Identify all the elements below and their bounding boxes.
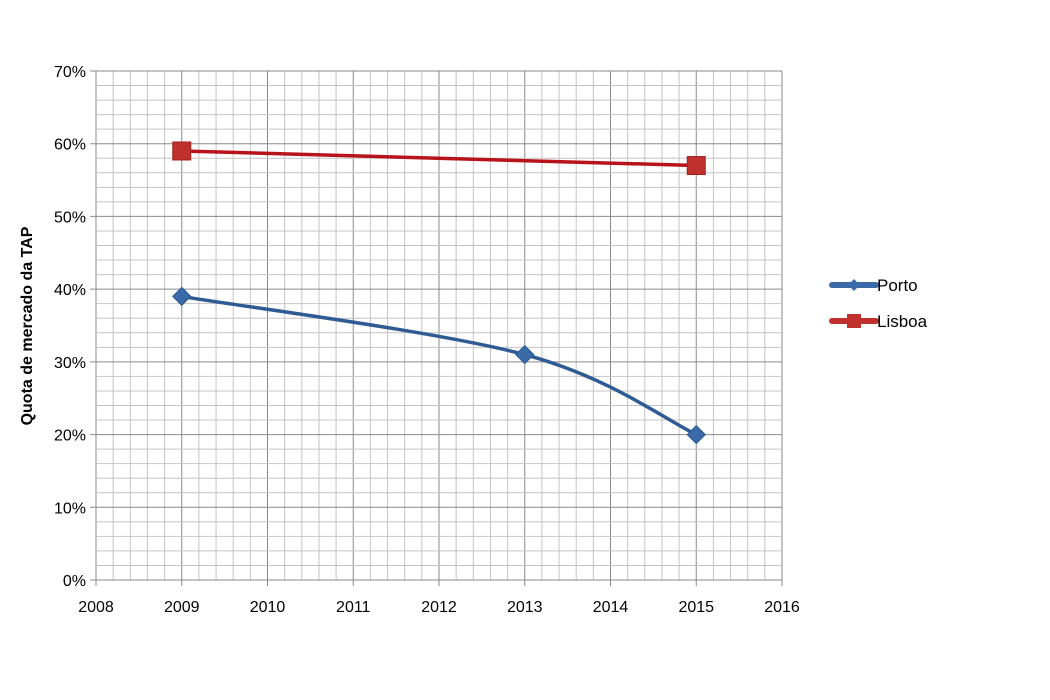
x-tick-label: 2015 (678, 599, 714, 616)
x-tick-label: 2013 (507, 599, 543, 616)
data-point-porto (515, 344, 535, 365)
data-point-lisboa (686, 156, 706, 176)
x-tick-label: 2008 (78, 599, 114, 616)
series-line-lisboa (181, 149, 697, 168)
grid (90, 70, 783, 586)
y-tick-label: 0% (63, 573, 86, 590)
y-tick-label: 30% (54, 355, 86, 372)
y-tick-label: 20% (54, 428, 86, 445)
legend-label-lisboa: Lisboa (877, 312, 928, 331)
series-layer (172, 141, 706, 445)
data-point-lisboa (172, 141, 192, 161)
series-line-porto (181, 294, 697, 437)
y-axis-label: Quota de mercado da TAP (19, 226, 36, 425)
legend: Porto Lisboa (829, 276, 928, 331)
x-tick-label: 2012 (421, 599, 457, 616)
y-tick-label: 60% (54, 137, 86, 154)
x-tick-label: 2010 (250, 599, 286, 616)
y-tick-label: 40% (54, 282, 86, 299)
y-tick-label: 10% (54, 500, 86, 517)
x-tick-label: 2009 (164, 599, 200, 616)
legend-label-porto: Porto (877, 276, 918, 295)
data-point-porto (172, 286, 192, 307)
axis-ticks: 2008 2009 2010 2011 2012 2013 2014 2015 2016 0% 10… (54, 64, 800, 616)
data-point-porto (686, 424, 706, 445)
legend-marker-lisboa (847, 314, 861, 328)
x-tick-label: 2011 (336, 599, 371, 616)
y-tick-label: 50% (54, 209, 86, 226)
y-tick-label: 70% (54, 64, 86, 81)
x-tick-label: 2014 (593, 599, 629, 616)
legend-marker-porto (848, 279, 860, 291)
x-tick-label: 2016 (764, 599, 800, 616)
